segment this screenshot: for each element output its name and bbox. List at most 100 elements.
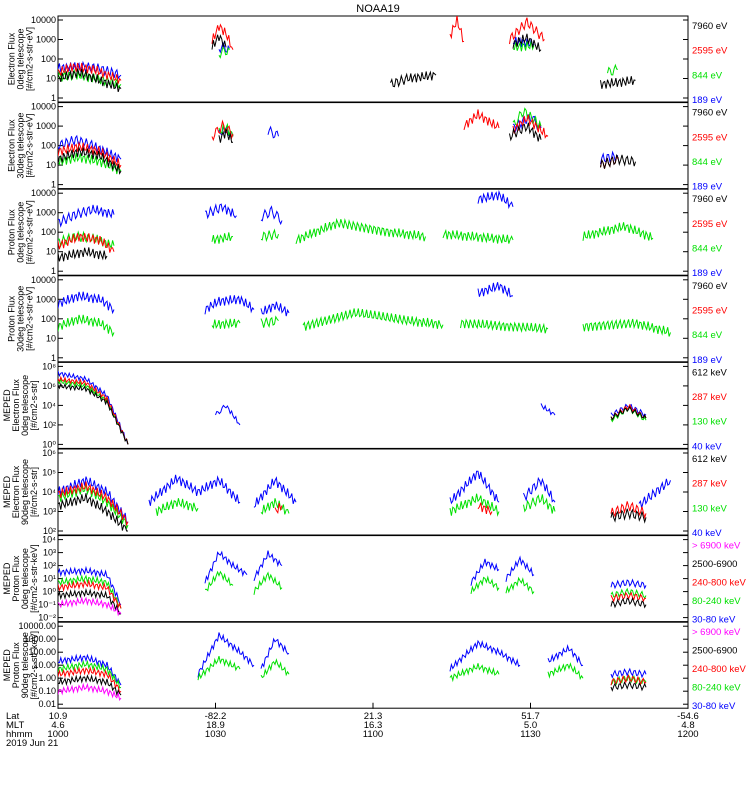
x-tick-label-mlt: 4.8 [681, 720, 694, 731]
series-line [58, 493, 128, 532]
series-line [58, 233, 115, 253]
series-line [540, 403, 556, 416]
series-line [58, 674, 122, 697]
series-line [58, 152, 122, 175]
legend-entry: 40 keV [692, 528, 722, 539]
y-tick-label: 10 [46, 74, 56, 84]
y-axis-label: Electron Flux [11, 379, 21, 432]
series-line [582, 222, 654, 241]
series-line [600, 153, 636, 169]
series-line [512, 114, 549, 139]
series-line [610, 667, 647, 679]
legend-entry: 287 keV [692, 479, 728, 490]
panel-frame [57, 448, 689, 536]
y-tick-label: 10000 [31, 275, 56, 285]
series-line [610, 674, 647, 686]
series-line [470, 558, 500, 586]
y-tick-label: 10000.00 [18, 621, 56, 631]
series-line [449, 470, 500, 505]
series-line [274, 502, 283, 515]
y-axis-label: 30deg telescope [16, 113, 26, 179]
y-axis-label: [#/cm2-s-str-keV] [29, 631, 39, 700]
x-tick-label-lat: -54.6 [677, 711, 699, 722]
legend-entry: 612 keV [692, 454, 728, 465]
y-tick-label: 10⁵ [42, 468, 56, 478]
series-line [505, 555, 535, 582]
series-line [390, 70, 437, 88]
legend-entry: 844 eV [692, 157, 723, 168]
series-line [211, 23, 234, 50]
series-line [509, 122, 542, 142]
y-axis-label: Proton Flux [7, 295, 17, 342]
series-line [610, 403, 647, 421]
y-tick-label: 10 [46, 247, 56, 257]
legend-entry: 2595 eV [692, 132, 728, 143]
y-axis-label: Proton Flux [11, 555, 21, 602]
series-line [204, 550, 248, 584]
series-line [477, 189, 514, 210]
y-axis-label: [#/cm2-s-str] [29, 380, 39, 430]
x-tick-label-hhmm: 1100 [363, 729, 383, 740]
panel-frame [57, 361, 689, 449]
panel-3: 1 10 100 1000 10000 Proton Flux 0deg telescope… [7, 188, 729, 279]
x-tick-label-hhmm: 1130 [520, 729, 540, 740]
y-tick-label: 10⁶ [42, 381, 56, 391]
date-label: 2019 Jun 21 [6, 738, 58, 749]
panel-frame [57, 535, 689, 623]
series-line [148, 474, 241, 506]
legend-entry: 240-800 keV [692, 578, 747, 589]
series-line [58, 653, 122, 686]
y-tick-label: 1.00 [38, 673, 56, 683]
y-tick-label: 1000 [36, 121, 56, 131]
legend-entry: 844 eV [692, 70, 723, 81]
series-line [449, 639, 521, 672]
legend-entry: 40 keV [692, 441, 722, 452]
series-line [58, 596, 122, 617]
series-line [610, 501, 647, 520]
series-line [460, 318, 549, 334]
panel-2: 1 10 100 1000 10000 Electron Flux 30deg telesc… [7, 102, 729, 193]
y-tick-label: 10⁴ [42, 400, 56, 410]
legend-entry: 2595 eV [692, 305, 728, 316]
series-line [58, 579, 122, 609]
y-axis-label: [#/cm2-s-str] [29, 467, 39, 517]
series-line [512, 33, 542, 53]
y-tick-label: 1 [51, 93, 56, 103]
y-tick-label: 100 [41, 54, 56, 64]
panel-8: 0.01 0.10 1.00 10.00 100.00 1000.00 10000.00 ME… [2, 621, 747, 712]
y-tick-label: 10⁻² [38, 613, 56, 623]
series-line [253, 476, 297, 508]
y-axis-label: 0deg telescope [20, 375, 30, 436]
series-line [600, 76, 636, 89]
x-row-label: MLT [6, 720, 24, 731]
series-line [58, 481, 129, 527]
legend-entry: 189 eV [692, 268, 723, 279]
y-axis-label: [#/cm2-s-str-eV] [25, 27, 35, 91]
series-line [58, 666, 122, 694]
series-line [523, 476, 556, 503]
panel-frame [57, 15, 689, 103]
y-axis-label: Proton Flux [11, 642, 21, 689]
y-tick-label: 10⁻¹ [38, 600, 56, 610]
series-line [58, 565, 122, 606]
y-axis-label: 0deg telescope [20, 548, 30, 609]
series-line [211, 232, 234, 244]
series-line [512, 107, 542, 130]
legend-entry: 80-240 keV [692, 596, 741, 607]
series-line [260, 228, 279, 243]
series-line [58, 659, 122, 689]
y-axis-label: MEPED [2, 562, 12, 595]
y-tick-label: 10000 [31, 15, 56, 25]
x-tick-label-mlt: 18.9 [206, 720, 225, 731]
y-tick-label: 10³ [43, 548, 56, 558]
y-axis-label: 0deg telescope [16, 28, 26, 89]
series-line [638, 478, 671, 509]
series-line [505, 576, 535, 595]
legend-entry: 189 eV [692, 95, 723, 106]
series-line [449, 493, 500, 517]
series-line [58, 574, 122, 609]
series-line [470, 575, 500, 595]
series-line [197, 632, 255, 678]
